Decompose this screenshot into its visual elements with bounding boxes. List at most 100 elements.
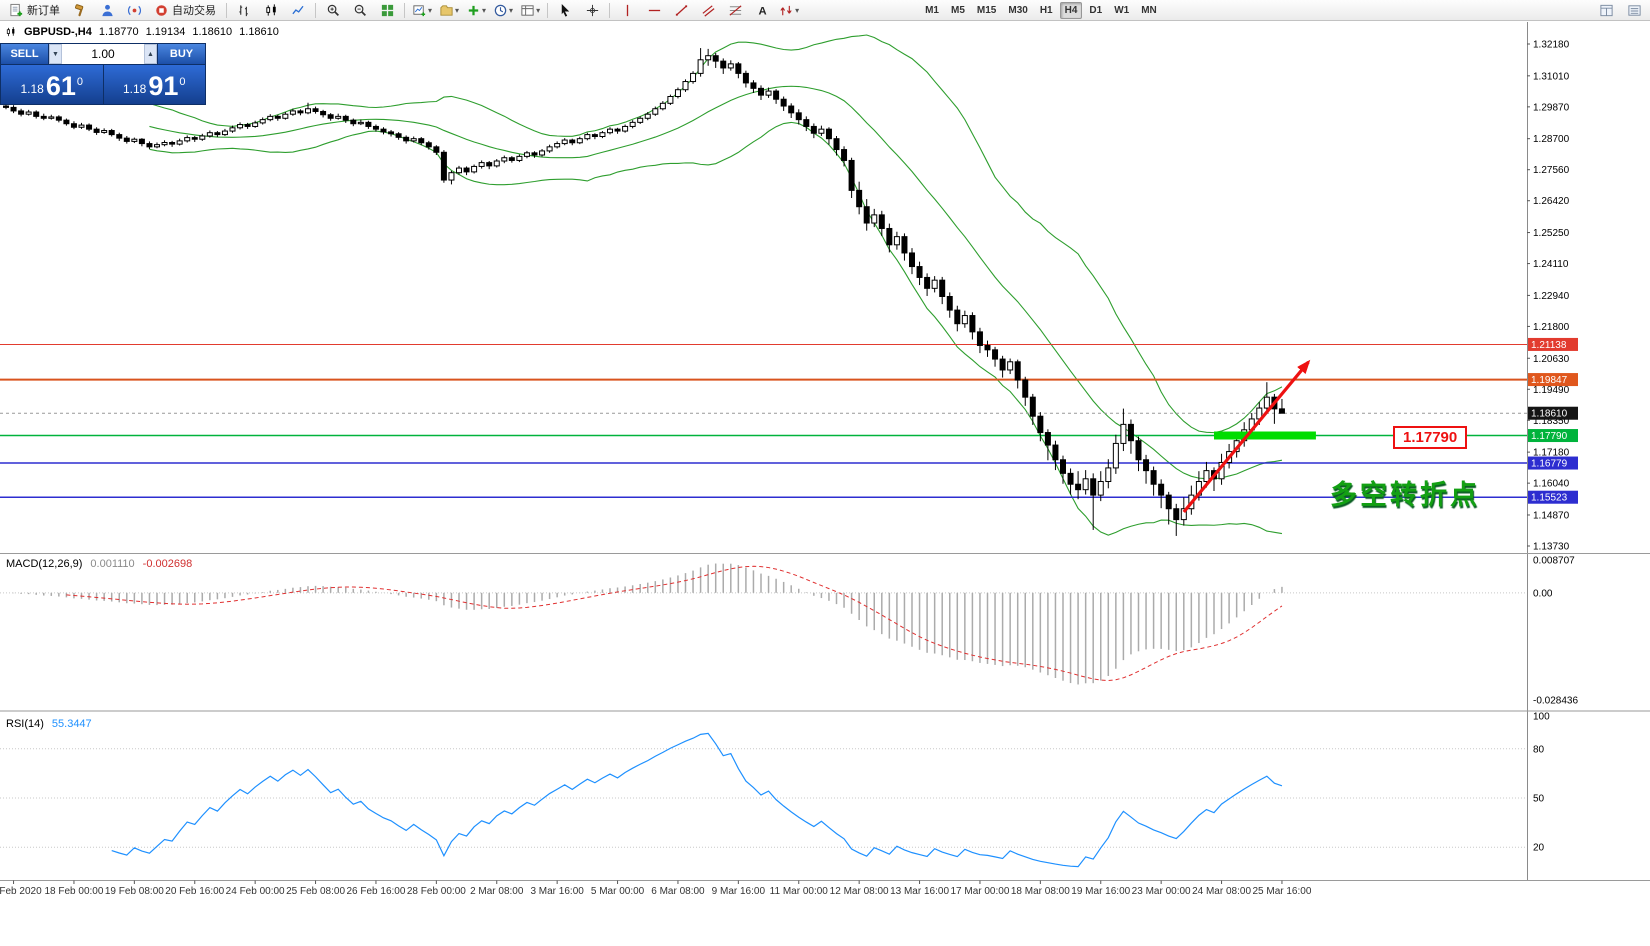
candle-body (705, 55, 712, 61)
time-label: 18 Feb 2020 (0, 886, 42, 897)
candle-body (1120, 423, 1127, 444)
tf-button-M5[interactable]: M5 (951, 4, 965, 16)
toolbar-separator (404, 2, 405, 18)
price-tick-label: 1.19490 (1533, 385, 1570, 396)
candle-body (871, 214, 878, 224)
periods-button[interactable]: ▾ (490, 0, 516, 20)
candle-body (561, 139, 568, 145)
tf-button-W1[interactable]: W1 (1114, 4, 1130, 16)
tile-windows-button[interactable] (374, 0, 400, 20)
candle-body (637, 117, 644, 123)
tf-button-M15[interactable]: M15 (976, 4, 997, 16)
candle-body (1127, 423, 1134, 442)
text-tool-button[interactable]: A (749, 0, 775, 20)
candle-body (161, 141, 168, 146)
tf-button-H1[interactable]: H1 (1039, 4, 1053, 16)
time-label: 18 Feb 00:00 (44, 886, 103, 897)
sell-price-sup: 0 (76, 76, 84, 88)
horizontal-line-icon (648, 9, 660, 11)
trendline-tool-button[interactable] (668, 0, 694, 20)
macd-signal-value: -0.002698 (142, 558, 193, 570)
horizontal-line-tool-button[interactable] (641, 0, 667, 20)
community-button[interactable] (121, 0, 147, 20)
candle-body (1203, 470, 1210, 483)
candle-body (33, 111, 40, 117)
candle-body (463, 167, 470, 173)
candle-body (320, 110, 327, 116)
candle-body (508, 157, 515, 161)
candle-body (992, 349, 999, 360)
volume-decrease-button[interactable]: ▼ (49, 44, 62, 64)
volume-value[interactable]: 1.00 (91, 47, 115, 61)
trend-arrow[interactable] (1182, 359, 1311, 514)
accounts-button[interactable] (94, 0, 120, 20)
candle-body (372, 125, 379, 130)
new-chart-button[interactable]: ▾ (409, 0, 435, 20)
candle-body (1180, 508, 1187, 521)
candle-body (335, 115, 342, 119)
buy-price-big: 91 (148, 71, 179, 101)
channel-tool-button[interactable] (695, 0, 721, 20)
price-callout[interactable]: 1.17790 (1393, 426, 1468, 449)
tf-button-H4[interactable]: H4 (1059, 1, 1083, 19)
candle-body (244, 124, 251, 127)
tf-button-D1[interactable]: D1 (1089, 4, 1103, 16)
tf-button-M1[interactable]: M1 (925, 4, 939, 16)
candle-body (607, 128, 613, 134)
candle-body (539, 150, 546, 156)
price-tick-label: 1.14870 (1533, 510, 1570, 521)
candlestick-mode-button[interactable] (258, 0, 284, 20)
time-label: 24 Mar 08:00 (1192, 886, 1251, 897)
buy-button[interactable]: BUY (158, 44, 205, 64)
templates-button[interactable]: ▾ (517, 0, 543, 20)
zoom-in-button[interactable] (320, 0, 346, 20)
sell-button[interactable]: SELL (1, 44, 48, 64)
arrows-tool-button[interactable]: ▾ (776, 0, 802, 20)
tf-button-M30[interactable]: M30 (1008, 4, 1028, 16)
window-layout-button[interactable] (1593, 0, 1619, 20)
candle-body (448, 172, 455, 181)
cursor-button[interactable] (552, 0, 578, 20)
candle-body (690, 72, 697, 83)
line-chart-mode-button[interactable] (285, 0, 311, 20)
candle-body (18, 110, 25, 115)
candle-body (1105, 467, 1112, 483)
candle-body (138, 138, 145, 145)
tf-button-MN[interactable]: MN (1141, 4, 1157, 16)
tools-button[interactable] (67, 0, 93, 20)
panel-list-icon (1627, 4, 1641, 16)
candle-body (10, 106, 17, 112)
candle-body (305, 108, 311, 114)
candle-body (659, 102, 666, 110)
new-order-button[interactable]: 新订单 (3, 0, 66, 20)
candle-body (1173, 508, 1180, 521)
person-icon (101, 4, 113, 16)
profiles-button[interactable]: ▾ (436, 0, 462, 20)
candle-body (795, 112, 802, 121)
panel-list-button[interactable] (1621, 0, 1647, 20)
candle-body (780, 98, 787, 107)
autotrading-button[interactable]: 自动交易 (148, 0, 222, 20)
price-tag-text: 1.15523 (1531, 493, 1568, 504)
annotation-text[interactable]: 多空转折点 (1330, 480, 1480, 510)
candle-body (1067, 472, 1074, 485)
fibonacci-tool-button[interactable] (722, 0, 748, 20)
chart-area: 1.32180 1.31010 1.29870 1.28700 1.27560 1.264… (0, 21, 1650, 941)
vertical-line-tool-button[interactable] (614, 0, 640, 20)
candle-body (116, 134, 123, 139)
volume-increase-button[interactable]: ▲ (144, 44, 157, 64)
indicators-button[interactable]: ▾ (463, 0, 489, 20)
bar-chart-mode-button[interactable] (231, 0, 257, 20)
toolbar: 新订单 自动交易 ▾ ▾ ▾ ▾ ▾ (0, 0, 1650, 21)
price-tag-1.19847 (1528, 373, 1578, 387)
candle-body (576, 138, 583, 144)
cursor-icon (561, 3, 569, 17)
rsi-line (111, 732, 1283, 868)
bollinger-upper (149, 34, 1283, 434)
candle-body (252, 122, 259, 127)
buy-price[interactable]: 1.18 91 0 (102, 65, 206, 104)
chart-canvas[interactable]: 1.32180 1.31010 1.29870 1.28700 1.27560 1.264… (0, 21, 1650, 941)
sell-price[interactable]: 1.18 61 0 (1, 65, 103, 104)
crosshair-button[interactable] (579, 0, 605, 20)
zoom-out-button[interactable] (347, 0, 373, 20)
